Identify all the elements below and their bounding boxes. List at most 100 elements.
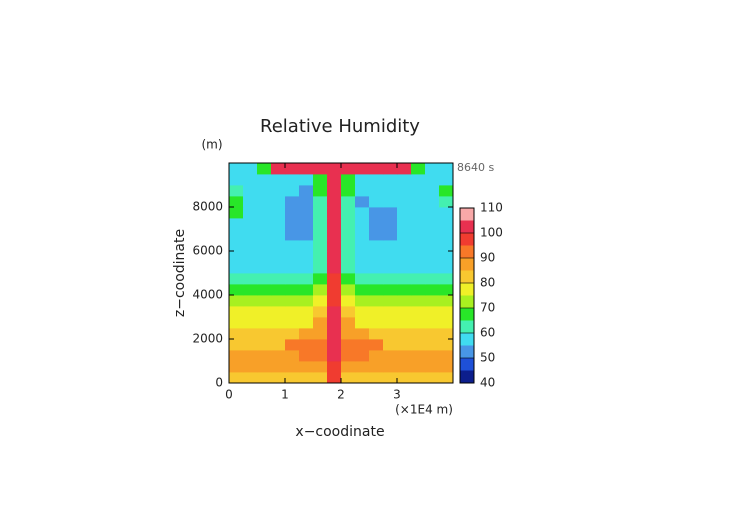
colorbar-segment bbox=[460, 358, 474, 371]
colorbar-segment bbox=[460, 258, 474, 271]
contour-cell bbox=[313, 361, 328, 373]
contour-cell bbox=[327, 251, 342, 263]
contour-cell bbox=[369, 350, 384, 362]
contour-cell bbox=[425, 350, 440, 362]
contour-cell bbox=[313, 262, 328, 274]
contour-cell bbox=[425, 372, 440, 384]
contour-cell bbox=[411, 284, 426, 296]
contour-cell bbox=[369, 328, 384, 340]
colorbar-segment bbox=[460, 283, 474, 296]
contour-cell bbox=[327, 240, 342, 252]
y-tick-label: 8000 bbox=[192, 200, 223, 214]
contour-cell bbox=[369, 251, 384, 263]
contour-cell bbox=[341, 372, 356, 384]
contour-cell bbox=[369, 306, 384, 318]
colorbar-segment bbox=[460, 370, 474, 383]
contour-cell bbox=[313, 273, 328, 285]
contour-cell bbox=[355, 328, 370, 340]
y-tick-label: 0 bbox=[215, 376, 223, 390]
contour-cell bbox=[355, 339, 370, 351]
contour-cell bbox=[229, 339, 244, 351]
contour-cell bbox=[285, 306, 300, 318]
contour-cell bbox=[229, 240, 244, 252]
contour-cell bbox=[285, 295, 300, 307]
contour-cell bbox=[383, 262, 398, 274]
contour-cell bbox=[411, 229, 426, 241]
contour-cell bbox=[229, 350, 244, 362]
contour-cell bbox=[439, 372, 454, 384]
contour-cell bbox=[341, 295, 356, 307]
contour-cell bbox=[313, 185, 328, 197]
contour-cell bbox=[243, 273, 258, 285]
contour-cell bbox=[425, 229, 440, 241]
contour-cell bbox=[257, 196, 272, 208]
contour-cell bbox=[313, 306, 328, 318]
contour-cell bbox=[257, 284, 272, 296]
contour-cell bbox=[285, 372, 300, 384]
contour-cell bbox=[243, 207, 258, 219]
contour-cell bbox=[341, 229, 356, 241]
contour-cell bbox=[341, 163, 356, 175]
contour-cell bbox=[271, 361, 286, 373]
contour-cell bbox=[355, 361, 370, 373]
contour-cell bbox=[355, 273, 370, 285]
contour-cell bbox=[299, 174, 314, 186]
contour-cell bbox=[439, 218, 454, 230]
contour-cell bbox=[341, 240, 356, 252]
contour-cell bbox=[341, 328, 356, 340]
contour-cell bbox=[425, 185, 440, 197]
contour-cell bbox=[313, 207, 328, 219]
contour-cell bbox=[369, 207, 384, 219]
contour-cell bbox=[355, 240, 370, 252]
contour-cell bbox=[397, 207, 412, 219]
contour-cell bbox=[383, 229, 398, 241]
contour-cell bbox=[439, 339, 454, 351]
contour-cell bbox=[271, 328, 286, 340]
contour-cell bbox=[229, 262, 244, 274]
contour-cell bbox=[285, 218, 300, 230]
contour-cell bbox=[285, 328, 300, 340]
contour-cell bbox=[439, 328, 454, 340]
contour-cell bbox=[383, 339, 398, 351]
contour-cell bbox=[439, 185, 454, 197]
contour-cell bbox=[313, 196, 328, 208]
contour-cell bbox=[397, 229, 412, 241]
contour-cell bbox=[369, 262, 384, 274]
contour-cell bbox=[411, 361, 426, 373]
contour-cell bbox=[383, 317, 398, 329]
contour-cell bbox=[327, 328, 342, 340]
contour-cell bbox=[397, 218, 412, 230]
contour-cell bbox=[411, 163, 426, 175]
contour-cell bbox=[425, 328, 440, 340]
contour-cell bbox=[411, 273, 426, 285]
colorbar-segment bbox=[460, 245, 474, 258]
contour-cell bbox=[355, 207, 370, 219]
colorbar-segment bbox=[460, 220, 474, 233]
contour-cell bbox=[439, 240, 454, 252]
contour-cell bbox=[411, 251, 426, 263]
contour-cell bbox=[341, 251, 356, 263]
contour-cell bbox=[383, 306, 398, 318]
contour-cell bbox=[271, 185, 286, 197]
contour-cell bbox=[299, 218, 314, 230]
colorbar-tick-label: 100 bbox=[480, 226, 503, 240]
colorbar-segment bbox=[460, 295, 474, 308]
colorbar-tick-label: 90 bbox=[480, 251, 495, 265]
y-axis-label: z−coodinate bbox=[172, 229, 188, 317]
contour-cell bbox=[257, 207, 272, 219]
contour-cell bbox=[285, 163, 300, 175]
contour-cell bbox=[327, 372, 342, 384]
contour-cell bbox=[271, 207, 286, 219]
contour-cell bbox=[327, 262, 342, 274]
contour-cell bbox=[383, 174, 398, 186]
contour-cell bbox=[243, 229, 258, 241]
contour-cell bbox=[439, 196, 454, 208]
contour-cell bbox=[243, 174, 258, 186]
contour-cell bbox=[229, 251, 244, 263]
contour-cell bbox=[383, 350, 398, 362]
contour-cell bbox=[383, 196, 398, 208]
contour-cell bbox=[229, 372, 244, 384]
contour-cell bbox=[397, 240, 412, 252]
contour-cell bbox=[341, 361, 356, 373]
contour-cell bbox=[369, 339, 384, 351]
